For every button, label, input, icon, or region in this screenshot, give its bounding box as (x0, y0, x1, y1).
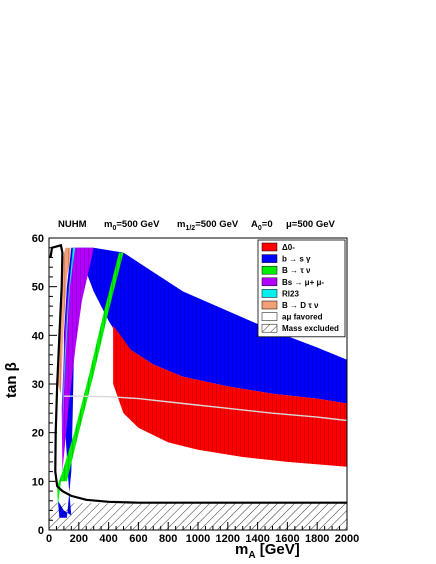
header-m12: m1/2=500 GeV (177, 219, 239, 232)
legend-swatch-bs (261, 277, 278, 287)
legend-swatch-b-s (261, 254, 278, 263)
legend-label-mass-excluded: Mass excluded (282, 324, 339, 333)
x-tick-label-1200: 1200 (216, 533, 240, 545)
legend-swatch-a-favored (261, 312, 278, 321)
header-m0: m0=500 GeV (104, 219, 160, 232)
x-tick-label-2000: 2000 (335, 533, 359, 545)
x-tick-label-200: 200 (70, 533, 88, 545)
x-tick-label-1000: 1000 (186, 533, 210, 545)
x-tick-label-800: 800 (159, 533, 177, 545)
header-a0: A0=0 (251, 219, 273, 232)
y-tick-label-10: 10 (32, 476, 44, 488)
region-texture-b-s (57, 247, 347, 518)
legend-swatch-0 (261, 242, 278, 252)
y-tick-label-30: 30 (32, 379, 44, 391)
region-texture-0 (113, 325, 347, 467)
legend-label-b-d: B → D τ ν (282, 301, 319, 310)
x-tick-label-1800: 1800 (305, 533, 329, 545)
legend-label-rl23: Rl23 (282, 289, 299, 298)
legend-label-bs: Bs → μ+ μ- (282, 278, 324, 287)
x-axis-label: mA [GeV] (235, 541, 300, 561)
legend-label-b-s: b → s γ (282, 255, 311, 264)
region-texture-b (57, 252, 124, 506)
y-tick-label-20: 20 (32, 428, 44, 440)
y-tick-label-50: 50 (32, 282, 44, 294)
legend: Δ0- b → s γ B → τ ν Bs → μ+ μ- Rl23 B → D τ ν… (257, 239, 346, 338)
y-tick-label-60: 60 (32, 233, 44, 245)
x-tick-label-0: 0 (46, 533, 52, 545)
legend-swatch-mass-excluded (261, 323, 278, 333)
y-tick-label-40: 40 (32, 330, 44, 342)
boundary-a-favored (63, 395, 347, 422)
legend-label-0: Δ0- (282, 243, 295, 252)
x-tick-label-400: 400 (99, 533, 117, 545)
legend-label-b: B → τ ν (282, 266, 311, 275)
boundary-excluded-contour (49, 243, 347, 504)
x-tick-label-1600: 1600 (275, 533, 299, 545)
y-axis-label: tan β (3, 362, 20, 398)
legend-swatch-b-d (261, 300, 278, 310)
legend-swatch-b (261, 265, 278, 275)
region-texture-bs (61, 247, 94, 472)
x-tick-label-600: 600 (129, 533, 147, 545)
y-tick-label-0: 0 (38, 525, 44, 537)
legend-swatch-rl23 (261, 289, 278, 298)
header-mu: μ=500 GeV (286, 219, 335, 230)
legend-label-a-favored: aμ favored (282, 313, 323, 322)
region-mass-excluded (49, 503, 347, 530)
header-model: NUHM (58, 219, 87, 230)
x-tick-label-1400: 1400 (245, 533, 269, 545)
